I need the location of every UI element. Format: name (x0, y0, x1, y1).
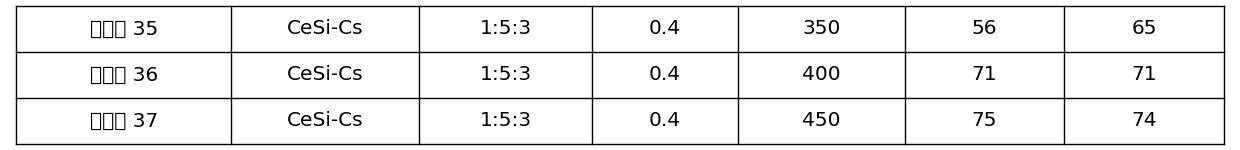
Text: 1:5:3: 1:5:3 (480, 20, 532, 39)
Text: 71: 71 (1131, 66, 1157, 84)
Text: 实施例 35: 实施例 35 (89, 20, 157, 39)
Text: 实施例 36: 实施例 36 (89, 66, 157, 84)
Text: 75: 75 (972, 111, 997, 130)
Text: 450: 450 (802, 111, 841, 130)
Text: 350: 350 (802, 20, 841, 39)
Text: 71: 71 (972, 66, 997, 84)
Text: 74: 74 (1131, 111, 1157, 130)
Text: CeSi-Cs: CeSi-Cs (286, 20, 363, 39)
Text: 实施例 37: 实施例 37 (89, 111, 157, 130)
Text: 1:5:3: 1:5:3 (480, 66, 532, 84)
Text: 56: 56 (972, 20, 997, 39)
Text: 400: 400 (802, 66, 841, 84)
Text: CeSi-Cs: CeSi-Cs (286, 111, 363, 130)
Text: 0.4: 0.4 (649, 20, 681, 39)
Text: 65: 65 (1131, 20, 1157, 39)
Text: CeSi-Cs: CeSi-Cs (286, 66, 363, 84)
Text: 0.4: 0.4 (649, 111, 681, 130)
Text: 1:5:3: 1:5:3 (480, 111, 532, 130)
Text: 0.4: 0.4 (649, 66, 681, 84)
